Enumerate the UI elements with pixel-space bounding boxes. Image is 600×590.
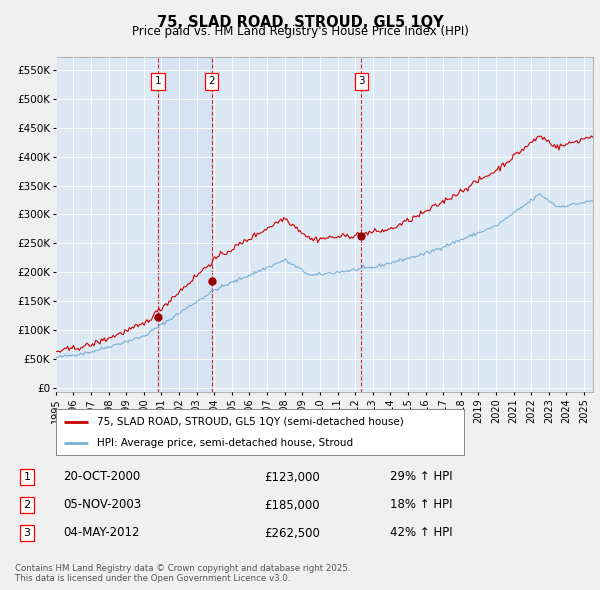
- Bar: [158, 57, 212, 392]
- Text: 3: 3: [358, 77, 365, 87]
- Text: 3: 3: [23, 528, 31, 538]
- Text: HPI: Average price, semi-detached house, Stroud: HPI: Average price, semi-detached house,…: [97, 438, 353, 448]
- Text: 1: 1: [155, 77, 161, 87]
- Text: Contains HM Land Registry data © Crown copyright and database right 2025.
This d: Contains HM Land Registry data © Crown c…: [15, 563, 350, 583]
- Text: 2: 2: [208, 77, 215, 87]
- Text: 18% ↑ HPI: 18% ↑ HPI: [390, 499, 452, 512]
- Text: £123,000: £123,000: [264, 470, 320, 483]
- Text: 75, SLAD ROAD, STROUD, GL5 1QY (semi-detached house): 75, SLAD ROAD, STROUD, GL5 1QY (semi-det…: [97, 417, 403, 427]
- Text: 04-MAY-2012: 04-MAY-2012: [63, 526, 139, 539]
- Text: 05-NOV-2003: 05-NOV-2003: [63, 499, 141, 512]
- Text: £262,500: £262,500: [264, 526, 320, 539]
- Text: 1: 1: [23, 472, 31, 482]
- Text: Price paid vs. HM Land Registry's House Price Index (HPI): Price paid vs. HM Land Registry's House …: [131, 25, 469, 38]
- Text: 20-OCT-2000: 20-OCT-2000: [63, 470, 140, 483]
- Text: 42% ↑ HPI: 42% ↑ HPI: [390, 526, 452, 539]
- Text: £185,000: £185,000: [264, 499, 320, 512]
- Text: 75, SLAD ROAD, STROUD, GL5 1QY: 75, SLAD ROAD, STROUD, GL5 1QY: [157, 15, 443, 30]
- Text: 2: 2: [23, 500, 31, 510]
- Text: 29% ↑ HPI: 29% ↑ HPI: [390, 470, 452, 483]
